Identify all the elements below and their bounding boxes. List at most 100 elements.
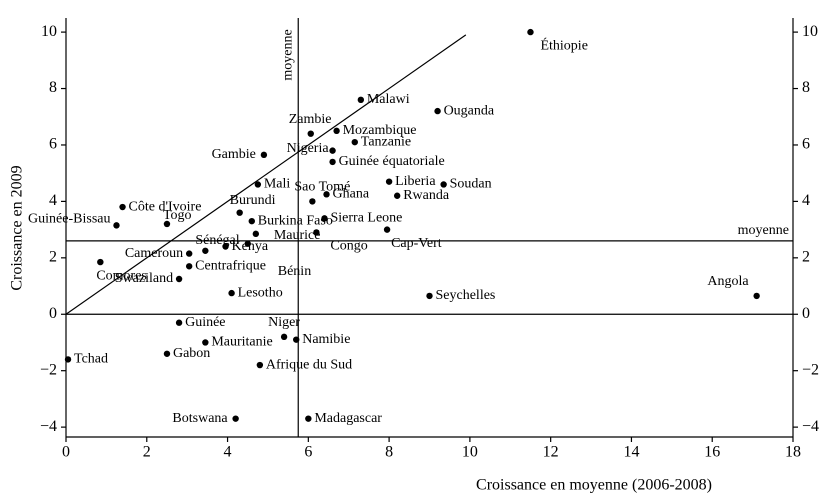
point-label: Ghana [333, 187, 370, 202]
point-label: Malawi [367, 92, 410, 107]
diagonal-line [65, 34, 467, 315]
x-tick-label: 2 [143, 444, 151, 461]
point-label: Sierra Leone [330, 211, 402, 226]
point-label: Angola [707, 274, 749, 289]
y2-tick-label: 4 [802, 192, 810, 209]
point [252, 230, 260, 238]
point-label: Swaziland [115, 271, 173, 286]
point-label: Lesotho [238, 285, 283, 300]
point [305, 415, 312, 422]
x-tick-label: 18 [785, 444, 801, 461]
point-label: Namibie [302, 332, 350, 347]
point [321, 215, 328, 222]
point-label: Bénin [278, 264, 311, 279]
point-label: Afrique du Sud [266, 357, 352, 372]
y2-tick-label: 8 [802, 79, 810, 96]
point [254, 181, 262, 188]
point [260, 151, 268, 159]
point-label: Comores [96, 268, 147, 283]
y2-tick-label: 2 [802, 249, 810, 266]
point [527, 28, 534, 36]
point [323, 191, 330, 198]
x-tick-label: 12 [543, 444, 559, 461]
point [202, 247, 209, 254]
point-label: Sao Tomé [294, 180, 350, 195]
point-label: Kenya [232, 239, 269, 254]
point-label: Guinée-Bissau [28, 212, 110, 227]
point [163, 220, 171, 228]
x-tick-label: 4 [224, 444, 232, 461]
y-tick-label: 6 [49, 136, 57, 153]
point-label: Côte d'Ivoire [129, 199, 202, 214]
point [97, 258, 104, 266]
point [313, 229, 320, 236]
x-mean-label: moyenne [280, 29, 295, 80]
y-tick-label: −4 [40, 418, 57, 435]
point [175, 319, 183, 326]
point-label: Zambie [289, 112, 332, 127]
point [202, 339, 209, 346]
point-label: Éthiopie [540, 36, 587, 53]
point-label: Congo [330, 239, 367, 254]
point [280, 333, 288, 341]
point [383, 226, 391, 233]
y2-tick-label: 0 [802, 305, 810, 322]
point-label: Guinée équatoriale [339, 154, 445, 169]
point-label: Centrafrique [195, 259, 266, 274]
point [333, 127, 340, 135]
point [228, 289, 235, 297]
point-label: Burkina Faso [258, 213, 333, 228]
point-label: Niger [268, 315, 300, 330]
point [232, 415, 239, 422]
y-tick-label: 2 [49, 249, 57, 266]
point [244, 240, 251, 247]
point-label: Ouganda [444, 103, 495, 118]
x-tick-label: 10 [462, 444, 478, 461]
point-label: Rwanda [403, 188, 450, 203]
point-label: Nigeria [287, 141, 330, 156]
point [248, 217, 255, 225]
point-label: Tchad [74, 352, 108, 367]
y2-tick-label: −2 [802, 361, 819, 378]
x-axis-label: Croissance en moyenne (2006-2008) [476, 477, 712, 494]
y-tick-label: 0 [49, 305, 57, 322]
point [351, 138, 358, 146]
point [307, 130, 314, 137]
y2-tick-label: −4 [802, 418, 819, 435]
point-label: Togo [163, 208, 192, 223]
y-tick-label: 8 [49, 79, 57, 96]
point-label: Cameroun [125, 246, 183, 261]
point-label: Tanzanie [361, 134, 411, 149]
y-tick-label: 10 [41, 23, 57, 40]
point [222, 243, 229, 250]
point-label: Mozambique [343, 123, 417, 138]
point [236, 209, 243, 216]
point-label: Burundi [230, 193, 276, 208]
point-label: Sénégal [195, 233, 239, 248]
point-label: Maurice [274, 228, 321, 243]
point-label: Gambie [212, 147, 256, 162]
x-tick-label: 8 [385, 444, 393, 461]
x-tick-label: 6 [304, 444, 312, 461]
y-mean-label: moyenne [738, 223, 789, 238]
y2-tick-label: 6 [802, 136, 810, 153]
point [393, 192, 401, 199]
point-label: Seychelles [436, 288, 496, 303]
point [256, 361, 264, 369]
point [385, 178, 393, 185]
point-label: Guinée [185, 315, 225, 330]
point [753, 292, 760, 300]
point-label: Soudan [450, 177, 492, 192]
point [293, 336, 300, 343]
x-tick-label: 16 [704, 444, 720, 461]
point [175, 275, 183, 283]
point [119, 203, 126, 211]
point [185, 263, 193, 270]
point-label: Cap-Vert [391, 236, 442, 251]
point [440, 181, 447, 188]
point-label: Mauritanie [211, 335, 272, 350]
y-tick-label: 4 [49, 192, 57, 209]
point [426, 292, 433, 300]
point [309, 198, 316, 205]
